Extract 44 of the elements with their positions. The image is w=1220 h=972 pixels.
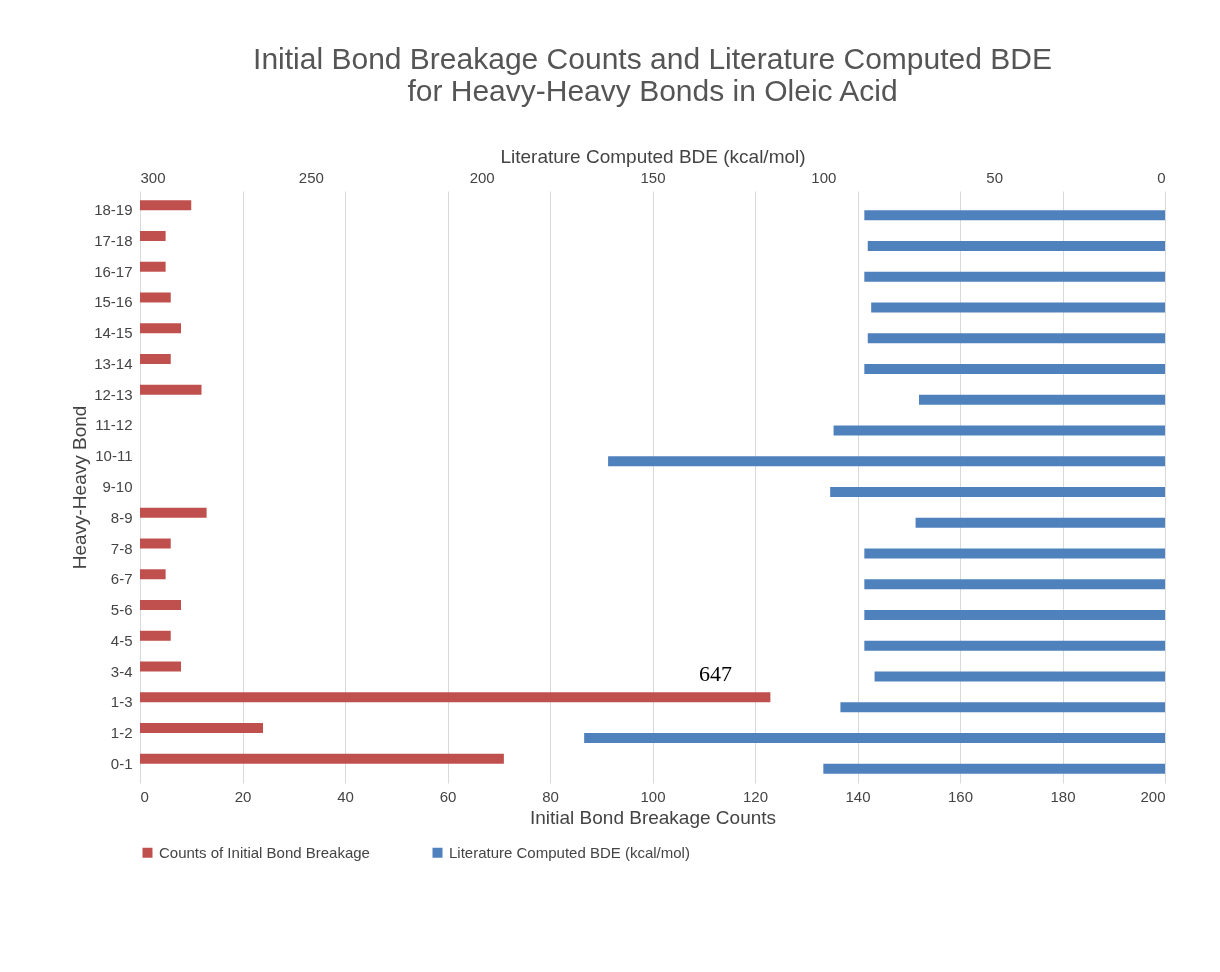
y-tick-label: 16-17	[94, 262, 133, 280]
y-tick-label: 11-12	[95, 416, 133, 434]
x2-tick-label: 0	[1157, 168, 1166, 186]
y-tick-label: 12-13	[94, 385, 133, 403]
x2-tick-label: 300	[140, 168, 166, 186]
y-tick-label: 9-10	[102, 478, 133, 495]
y-tick-label: 10-11	[95, 447, 133, 465]
annotation: 647	[698, 661, 732, 687]
x2-tick-label: 100	[811, 168, 837, 186]
x-tick-label: 180	[1050, 787, 1076, 805]
x-tick-label: 40	[337, 787, 354, 805]
x-tick-label: 20	[234, 787, 252, 805]
y-tick-label: 15-16	[94, 293, 133, 311]
x2-tick-label: 250	[298, 168, 324, 186]
x-tick-label: 120	[742, 787, 769, 805]
y-tick-label: 17-18	[94, 231, 133, 249]
y-axis-title: Heavy-Heavy Bond	[69, 405, 91, 570]
x-tick-label: 80	[542, 787, 559, 805]
x-axis-title: Initial Bond Breakage Counts	[529, 806, 777, 828]
y-tick-label: 3-4	[110, 662, 133, 680]
y-tick-label: 7-8	[110, 539, 133, 557]
x-tick-label: 140	[845, 787, 871, 805]
x-tick-label: 100	[640, 787, 666, 805]
y-tick-label: 8-9	[110, 508, 133, 526]
x-tick-label: 160	[947, 787, 974, 805]
y-tick-label: 13-14	[94, 354, 133, 372]
x2-tick-label: 150	[640, 168, 666, 186]
x2-axis-title: Literature Computed BDE (kcal/mol)	[500, 145, 806, 167]
legend-label: Literature Computed BDE (kcal/mol)	[449, 843, 690, 861]
y-tick-label: 1-2	[110, 724, 133, 742]
x-tick-label: 200	[1140, 787, 1166, 805]
y-tick-label: 14-15	[94, 324, 133, 342]
y-tick-label: 0-1	[110, 754, 133, 772]
legend-label: Counts of Initial Bond Breakage	[159, 843, 370, 861]
y-tick-label: 18-19	[94, 201, 133, 219]
x-tick-label: 0	[140, 787, 149, 805]
x2-tick-label: 200	[469, 168, 495, 186]
y-tick-label: 6-7	[110, 570, 133, 588]
y-tick-label: 5-6	[110, 601, 133, 619]
y-tick-label: 4-5	[110, 631, 133, 649]
chart-title: Initial Bond Breakage Counts and Literature Computed BDE for Heavy-Heavy Bonds in Oleic Acid	[253, 42, 1052, 107]
x-tick-label: 60	[439, 787, 457, 805]
y-tick-label: 1-3	[110, 693, 133, 711]
x2-tick-label: 50	[986, 168, 1004, 186]
